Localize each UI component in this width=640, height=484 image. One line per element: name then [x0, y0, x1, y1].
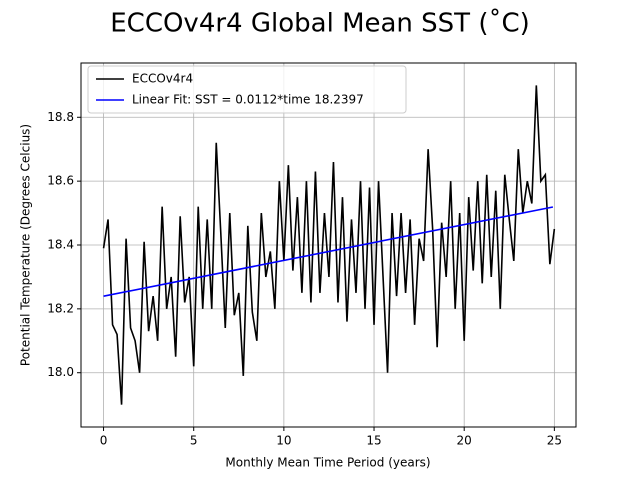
legend-label: Linear Fit: SST = 0.0112*time 18.2397	[132, 93, 364, 107]
legend-label: ECCOv4r4	[132, 72, 193, 86]
y-tick-label: 18.2	[47, 301, 74, 315]
series-line	[103, 206, 554, 297]
y-tick-label: 18.0	[47, 365, 74, 379]
chart-title: ECCOv4r4 Global Mean SST (˚C)	[110, 9, 530, 39]
x-tick-label: 25	[547, 434, 562, 448]
x-tick-label: 0	[100, 434, 108, 448]
x-tick-label: 5	[190, 434, 198, 448]
legend-box	[87, 65, 407, 114]
x-tick-label: 15	[366, 434, 381, 448]
x-tick-label: 20	[457, 434, 472, 448]
y-tick-label: 18.6	[47, 174, 74, 188]
plot-frame	[80, 62, 577, 428]
x-axis-label: Monthly Mean Time Period (years)	[225, 456, 430, 470]
y-tick-label: 18.4	[47, 238, 74, 252]
x-tick-label: 10	[276, 434, 291, 448]
y-tick-label: 18.8	[47, 110, 74, 124]
series-line	[102, 85, 556, 405]
y-axis-label: Potential Temperature (Degrees Celcius)	[19, 124, 33, 366]
